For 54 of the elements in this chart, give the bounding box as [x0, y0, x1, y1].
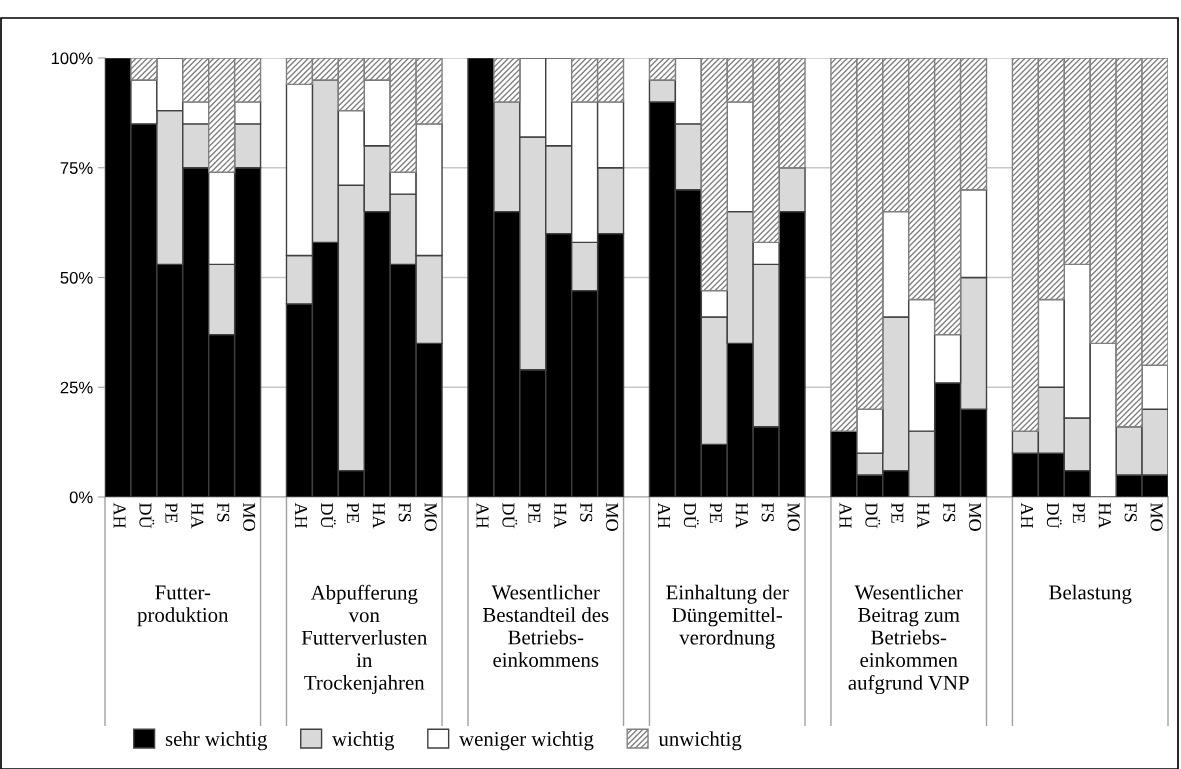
x-tick-label: PE [1072, 503, 1085, 523]
legend-label: weniger wichtig [459, 731, 594, 751]
text: Einhaltung der Düngemittel- verordnung [666, 584, 789, 649]
x-tick-label: HA [372, 503, 385, 529]
y-tick-label: 50% [60, 271, 93, 284]
x-tick-label: MO [969, 503, 982, 531]
y-tick-label: 100% [51, 52, 93, 65]
x-tick-label: PE [528, 503, 541, 523]
legend-label: wichtig [332, 731, 395, 751]
y-tick-label: 0% [69, 491, 93, 504]
x-tick-label: HA [554, 503, 567, 529]
x-tick-label: PE [165, 503, 178, 523]
x-tick-label: DÜ [502, 503, 518, 529]
x-tick-label: HA [735, 503, 748, 529]
x-tick-label: FS [217, 503, 230, 522]
x-tick-label: DÜ [865, 503, 881, 529]
x-tick-label: HA [1098, 503, 1111, 529]
x-tick-label: MO [243, 503, 256, 531]
x-tick-label: PE [346, 503, 359, 523]
x-tick-label: HA [917, 503, 930, 529]
x-tick-label: AH [295, 502, 308, 529]
x-tick-label: AH [476, 502, 489, 529]
text: Belastung [1049, 584, 1132, 604]
x-tick-label: DÜ [320, 503, 336, 529]
x-tick-label: AH [658, 502, 670, 529]
y-tick-label: 25% [60, 381, 93, 394]
x-tick-label: HA [191, 503, 204, 529]
bar [648, 58, 677, 81]
bar [130, 58, 158, 81]
text: Wesentlicher Beitrag zum Betriebs- einkommen aufgrund VNP [848, 584, 969, 695]
text: Abpufferung von Futterverlusten in Trockenjahren [301, 584, 428, 694]
legend-label: sehr wichtig [165, 731, 268, 751]
x-tick-label: DÜ [1046, 503, 1062, 529]
x-tick-label: AH [1021, 502, 1033, 529]
x-tick-label: DÜ [139, 503, 155, 529]
text: Futter- produktion [137, 585, 229, 627]
x-tick-label: PE [891, 503, 904, 523]
x-tick-label: MO [424, 503, 437, 531]
x-tick-label: FS [943, 503, 956, 522]
x-tick-label: PE [709, 503, 722, 523]
x-tick-label: AH [113, 502, 126, 529]
x-tick-label: FS [580, 503, 593, 522]
x-tick-label: MO [787, 503, 800, 531]
x-tick-label: AH [839, 502, 852, 529]
legend-label: unwichtig [658, 731, 742, 751]
y-tick-label: 75% [60, 162, 93, 174]
x-tick-label: MO [606, 503, 619, 531]
x-tick-label: FS [761, 503, 774, 522]
x-tick-label: FS [1124, 503, 1137, 522]
x-tick-label: FS [398, 503, 411, 522]
x-tick-label: DÜ [683, 503, 699, 529]
bar [493, 58, 521, 103]
text: Wesentlicher Bestandteil des Betriebs- einkommens [483, 584, 609, 667]
x-tick-label: MO [1150, 503, 1163, 531]
